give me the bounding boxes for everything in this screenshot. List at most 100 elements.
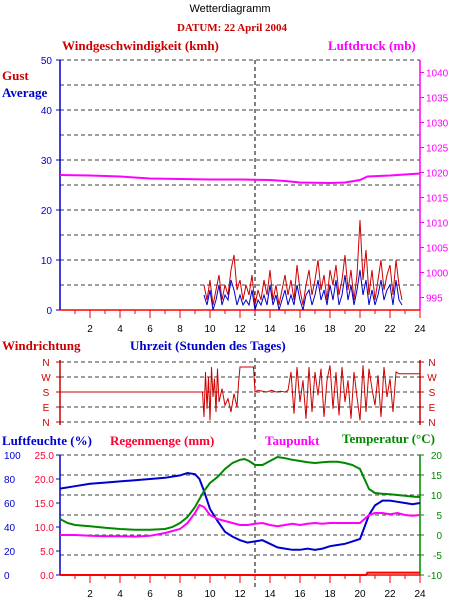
pressure-tick-label: 1040 [426,69,449,80]
wind-direction-panel: N NW WS SE EN N [41,358,437,440]
wind-x-tick-label: 6 [147,324,153,335]
wind-x-tick-label: 2 [87,324,93,335]
rain-tick-label: 20.0 [35,475,55,486]
series-luftdruck [59,172,421,185]
humidity-tick-label: 40 [4,523,16,534]
climate-ticks: 0 20 40 60 80 100 0.0 5.0 10.0 15.0 20.0 25.0 -10 -5 0… [4,451,442,599]
wind-x-tick-label: 12 [234,324,246,335]
pressure-tick-label: 1035 [426,94,449,105]
chart-title: Wetterdiagramm [189,3,270,15]
humidity-tick-label: 20 [4,547,16,558]
wind-x-tick-label: 24 [414,324,426,335]
climate-x-tick-label: 20 [354,589,366,599]
rain-tick-label: 5.0 [40,547,54,558]
dewpoint-axis-label: Taupunkt [265,433,320,448]
humidity-tick-label: 80 [4,475,16,486]
series-gust [203,219,403,306]
humidity-tick-label: 60 [4,499,16,510]
temperature-tick-label: -10 [428,571,443,582]
wind-x-tick-label: 20 [354,324,366,335]
wind-y-tick-label: 50 [41,56,53,67]
climate-x-tick-label: 12 [234,589,246,599]
wind-y-tick-label: 20 [41,206,53,217]
climate-x-tick-label: 14 [264,589,276,599]
temperature-tick-label: 10 [431,491,443,502]
wind-x-tick-label: 4 [117,324,123,335]
humidity-tick-label: 0 [4,571,10,582]
wind-y-tick-label: 10 [41,256,53,267]
direction-tick-label-left: E [43,403,50,414]
wind-x-tick-label: 10 [204,324,216,335]
climate-x-tick-label: 16 [294,589,306,599]
pressure-tick-label: 1020 [426,169,449,180]
climate-x-tick-label: 22 [384,589,396,599]
humidity-tick-label: 100 [4,451,21,462]
wind-series [59,172,421,311]
climate-x-tick-label: 6 [147,589,153,599]
wind-y-tick-label: 0 [46,306,52,317]
temperature-axis-label: Temperatur (°C) [342,431,435,446]
direction-tick-label-right: N [428,358,435,369]
direction-tick-label-right: E [429,403,436,414]
pressure-tick-label: 1025 [426,144,449,155]
wind-x-tick-label: 16 [294,324,306,335]
climate-x-tick-label: 10 [204,589,216,599]
temperature-tick-label: 0 [436,531,442,542]
direction-tick-label-right: W [427,373,437,384]
direction-tick-label-left: S [43,388,50,399]
temperature-tick-label: -5 [433,551,442,562]
direction-tick-label-left: W [41,373,51,384]
wind-y-tick-label: 30 [41,156,53,167]
climate-grid [60,454,420,556]
climate-panel: 0 20 40 60 80 100 0.0 5.0 10.0 15.0 20.0 25.0 -10 -5 0… [4,450,442,599]
series-windrichtung [60,365,420,421]
wind-x-tick-label: 8 [177,324,183,335]
rain-tick-label: 25.0 [35,451,55,462]
series-temperatur [59,455,421,531]
series-taupunkt [60,503,421,538]
humidity-axis-label: Luftfeuchte (%) [2,433,92,448]
direction-ticks: N NW WS SE EN N [41,358,437,429]
temperature-tick-label: 15 [431,471,443,482]
series-average [203,269,403,311]
legend-average: Average [2,85,47,100]
climate-x-tick-label: 2 [87,589,93,599]
direction-series [60,365,420,421]
pressure-tick-label: 1015 [426,194,449,205]
pressure-axis-label: Luftdruck (mb) [328,38,416,53]
wind-y-tick-label: 40 [41,106,53,117]
wind-y-ticks: 0 10 20 30 40 50 [41,56,60,317]
wind-grid [60,59,420,286]
rain-tick-label: 15.0 [35,499,55,510]
pressure-tick-label: 995 [426,294,443,305]
climate-x-tick-label: 8 [177,589,183,599]
direction-tick-label-left: N [42,358,49,369]
climate-series [59,455,421,576]
wind-x-ticks: 2 4 6 8 10 12 14 16 18 20 22 24 [74,310,426,335]
pressure-tick-label: 1005 [426,244,449,255]
direction-tick-label-right: N [428,418,435,429]
pressure-tick-label: 1030 [426,119,449,130]
rain-tick-label: 0.0 [40,571,54,582]
temperature-tick-label: 20 [431,451,443,462]
wind-x-tick-label: 14 [264,324,276,335]
temperature-tick-label: 5 [436,511,442,522]
climate-x-tick-label: 4 [117,589,123,599]
legend-gust: Gust [2,68,29,83]
wind-x-tick-label: 22 [384,324,396,335]
climate-x-tick-label: 18 [324,589,336,599]
time-axis-label: Uhrzeit (Stunden des Tages) [130,338,286,353]
pressure-tick-label: 1010 [426,219,449,230]
wind-x-tick-label: 18 [324,324,336,335]
direction-tick-label-left: N [42,418,49,429]
rain-axis-label: Regenmenge (mm) [110,433,214,448]
climate-x-tick-label: 24 [414,589,426,599]
rain-tick-label: 10.0 [35,523,55,534]
pressure-tick-label: 1000 [426,269,449,280]
chart-date: DATUM: 22 April 2004 [177,22,288,34]
pressure-y-ticks: 995 1000 1005 1010 1015 1020 1025 1030 1035 1040 [420,69,449,305]
direction-tick-label-right: S [429,388,436,399]
